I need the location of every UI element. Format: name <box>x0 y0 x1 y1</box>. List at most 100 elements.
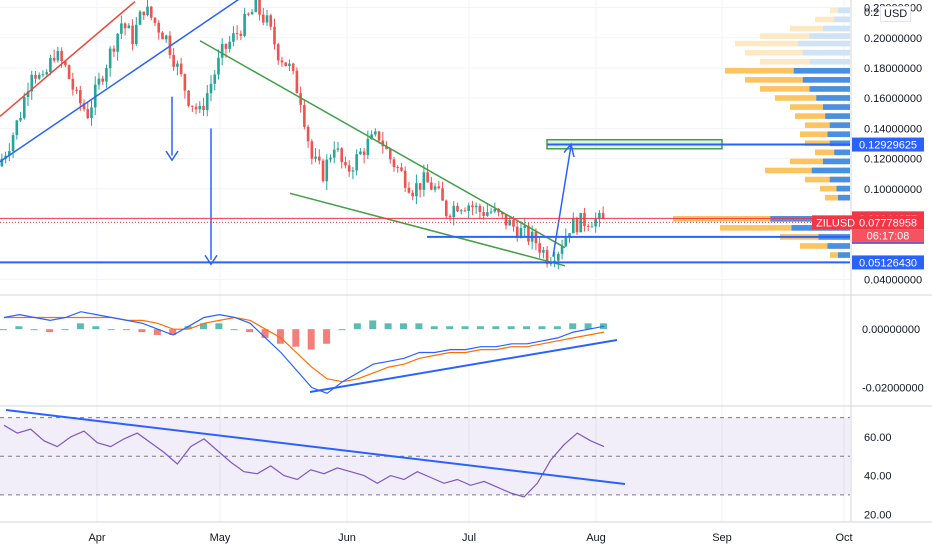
volume-profile-bar-blue <box>823 25 850 32</box>
candle <box>347 165 351 172</box>
candle <box>75 89 78 91</box>
candle <box>101 78 105 82</box>
macd-histogram-bar <box>461 326 469 330</box>
candle <box>515 226 519 238</box>
candle <box>142 11 146 16</box>
candle <box>310 141 314 159</box>
volume-profile-bar-blue <box>836 185 850 192</box>
candle <box>355 154 358 171</box>
wedge-upper-line[interactable] <box>199 40 566 249</box>
candle <box>288 63 291 67</box>
candle <box>295 70 299 94</box>
candle <box>19 118 22 121</box>
price-tag-label: 0.05126430 <box>859 257 917 269</box>
candle <box>56 50 60 61</box>
candle <box>217 57 220 75</box>
channel-lower-line[interactable] <box>0 0 240 163</box>
candle <box>176 63 179 67</box>
volume-profile-bar-blue <box>816 95 850 101</box>
volume-profile-bar-blue <box>809 86 850 92</box>
price-tick-label: 0.04000000 <box>864 274 922 286</box>
candle <box>239 33 243 36</box>
volume-profile-bar-blue <box>829 122 850 128</box>
volume-profile-bar-blue <box>823 104 850 110</box>
candle <box>67 65 71 79</box>
volume-profile-bar-blue <box>809 58 850 65</box>
candle <box>82 103 86 110</box>
volume-profile-bar <box>800 131 850 138</box>
macd-histogram-bar <box>400 323 407 330</box>
candle <box>149 6 153 18</box>
currency-badge[interactable]: USD <box>880 6 912 22</box>
candle <box>191 105 194 107</box>
candle <box>127 25 131 29</box>
candle <box>314 156 317 159</box>
volume-profile-bar <box>775 95 850 101</box>
candle <box>261 14 265 23</box>
volume-profile-bar <box>765 167 850 174</box>
candle <box>332 149 336 158</box>
candle <box>224 43 228 49</box>
volume-profile-bar <box>790 25 850 32</box>
candle <box>407 187 411 193</box>
wedge-lower-line[interactable] <box>289 192 566 267</box>
macd-histogram-bar <box>292 329 300 347</box>
candle <box>265 15 269 23</box>
volume-profile-bar <box>760 33 850 39</box>
candle <box>400 167 403 171</box>
candle <box>344 162 347 166</box>
candle <box>34 74 37 79</box>
candle <box>418 183 422 190</box>
volume-profile-bar-blue <box>811 167 850 174</box>
candle <box>545 250 549 265</box>
macd-histogram-bar <box>138 329 146 333</box>
time-tick-label: Jun <box>338 532 356 544</box>
candle <box>37 74 41 79</box>
channel-upper-line[interactable] <box>0 0 136 117</box>
volume-profile-bar-blue <box>823 158 850 165</box>
countdown-label: 06:17:08 <box>867 230 910 242</box>
candle <box>444 200 448 217</box>
macd-histogram-bar <box>384 323 392 330</box>
candle <box>284 62 288 67</box>
macd-histogram-bar <box>323 329 331 344</box>
candle <box>52 57 56 61</box>
candle <box>366 138 370 156</box>
candle <box>441 188 444 201</box>
rsi-trendline[interactable] <box>5 409 626 485</box>
candle <box>560 246 564 254</box>
volume-profile-bar-blue <box>809 33 850 39</box>
macd-histogram-bar <box>523 326 531 330</box>
volume-profile-bar-blue <box>834 149 850 156</box>
candle <box>489 211 493 213</box>
volume-profile-bar <box>805 122 850 128</box>
volume-profile-bar <box>745 77 850 83</box>
candle <box>179 63 183 75</box>
volume-profile-bar <box>800 243 850 249</box>
candle <box>437 186 441 189</box>
candle <box>247 13 250 15</box>
candle <box>351 170 355 172</box>
candle <box>564 235 568 247</box>
time-tick-label: May <box>210 532 231 544</box>
candle <box>291 63 295 71</box>
target-arrow[interactable] <box>552 145 572 257</box>
candle <box>254 0 258 13</box>
candle <box>359 151 362 155</box>
candle <box>456 205 459 212</box>
candle <box>392 159 396 168</box>
candle <box>579 212 583 233</box>
candle <box>120 23 123 34</box>
candle <box>493 208 497 212</box>
candle <box>71 78 75 90</box>
candle <box>258 0 261 15</box>
candle <box>90 107 93 119</box>
macd-trendline[interactable] <box>309 339 618 393</box>
candle <box>448 216 452 218</box>
macd-histogram-bar <box>107 329 115 331</box>
volume-profile-bar-blue <box>829 140 850 147</box>
macd-line <box>3 311 605 394</box>
candle <box>415 183 418 197</box>
